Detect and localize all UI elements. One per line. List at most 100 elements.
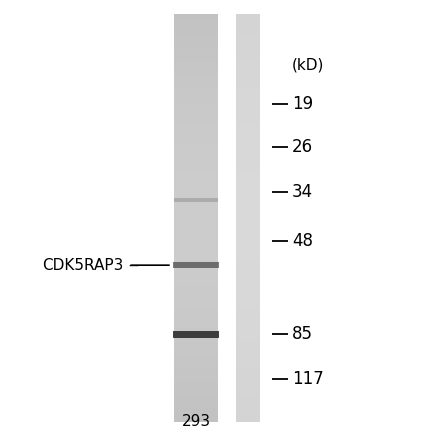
Text: 19: 19	[292, 95, 313, 113]
Bar	[174, 130, 218, 137]
Bar	[236, 252, 260, 259]
Bar	[236, 224, 260, 232]
Bar	[174, 211, 218, 218]
Bar	[174, 68, 218, 76]
Bar	[174, 367, 218, 374]
Bar	[174, 347, 218, 354]
Bar	[174, 252, 218, 259]
Text: 117: 117	[292, 370, 324, 388]
Bar	[236, 184, 260, 191]
Bar	[236, 204, 260, 212]
Bar	[236, 170, 260, 178]
Bar	[236, 394, 260, 402]
Bar	[174, 333, 218, 340]
Bar	[174, 96, 218, 103]
Bar	[236, 191, 260, 198]
Bar	[236, 136, 260, 144]
Bar	[174, 292, 218, 300]
Bar	[236, 150, 260, 157]
Bar	[174, 177, 218, 184]
Text: CDK5RAP3: CDK5RAP3	[42, 258, 124, 273]
Bar	[174, 198, 218, 205]
Bar	[174, 34, 218, 42]
Bar	[174, 394, 218, 402]
Bar	[236, 14, 260, 21]
Bar	[174, 381, 218, 388]
Bar	[236, 28, 260, 35]
Bar	[174, 198, 218, 202]
Bar	[174, 388, 218, 395]
Bar	[174, 102, 218, 110]
Bar	[236, 102, 260, 110]
Bar	[174, 116, 218, 123]
Bar	[236, 130, 260, 137]
Bar	[236, 245, 260, 252]
Bar	[174, 279, 218, 286]
Bar	[236, 292, 260, 300]
Bar	[236, 34, 260, 42]
Bar	[174, 28, 218, 35]
Bar	[174, 82, 218, 89]
Bar	[174, 143, 218, 150]
Bar	[236, 333, 260, 340]
Bar	[236, 299, 260, 306]
Bar	[236, 164, 260, 171]
Bar	[174, 354, 218, 361]
Bar	[174, 258, 218, 266]
Bar	[174, 408, 218, 415]
Bar	[174, 184, 218, 191]
Bar	[236, 360, 260, 368]
Text: 34: 34	[292, 183, 313, 201]
Bar	[174, 224, 218, 232]
Bar	[174, 123, 218, 130]
Bar	[236, 123, 260, 130]
Bar	[236, 116, 260, 123]
Bar	[236, 347, 260, 354]
Text: 85: 85	[292, 325, 313, 344]
Bar	[174, 55, 218, 62]
Bar	[236, 326, 260, 334]
Bar	[236, 286, 260, 293]
Bar	[236, 232, 260, 239]
Bar	[174, 306, 218, 314]
Bar	[236, 408, 260, 415]
Bar	[174, 21, 218, 28]
Bar	[236, 55, 260, 62]
Bar	[236, 62, 260, 69]
Bar	[236, 374, 260, 381]
Bar	[174, 245, 218, 252]
Bar	[236, 367, 260, 374]
Bar	[236, 265, 260, 273]
Bar	[174, 326, 218, 334]
Text: 293: 293	[181, 414, 210, 429]
Bar	[174, 164, 218, 171]
Bar	[174, 320, 218, 327]
Bar	[174, 313, 218, 320]
Bar	[236, 157, 260, 164]
Bar	[173, 330, 219, 338]
Bar	[174, 299, 218, 306]
Bar	[236, 41, 260, 49]
Bar	[174, 136, 218, 144]
Bar	[174, 191, 218, 198]
Bar	[174, 401, 218, 408]
Bar	[174, 272, 218, 280]
Bar	[236, 388, 260, 395]
Bar	[236, 68, 260, 76]
Bar	[174, 286, 218, 293]
Bar	[174, 415, 218, 422]
Bar	[236, 211, 260, 218]
Bar	[236, 109, 260, 116]
Bar	[236, 354, 260, 361]
Bar	[174, 374, 218, 381]
Bar	[174, 360, 218, 368]
Bar	[174, 218, 218, 225]
Bar	[236, 238, 260, 246]
Text: (kD): (kD)	[292, 58, 325, 73]
Bar	[174, 14, 218, 21]
Bar	[174, 204, 218, 212]
Bar	[236, 313, 260, 320]
Bar	[236, 218, 260, 225]
Bar	[174, 48, 218, 55]
Text: 26: 26	[292, 138, 313, 156]
